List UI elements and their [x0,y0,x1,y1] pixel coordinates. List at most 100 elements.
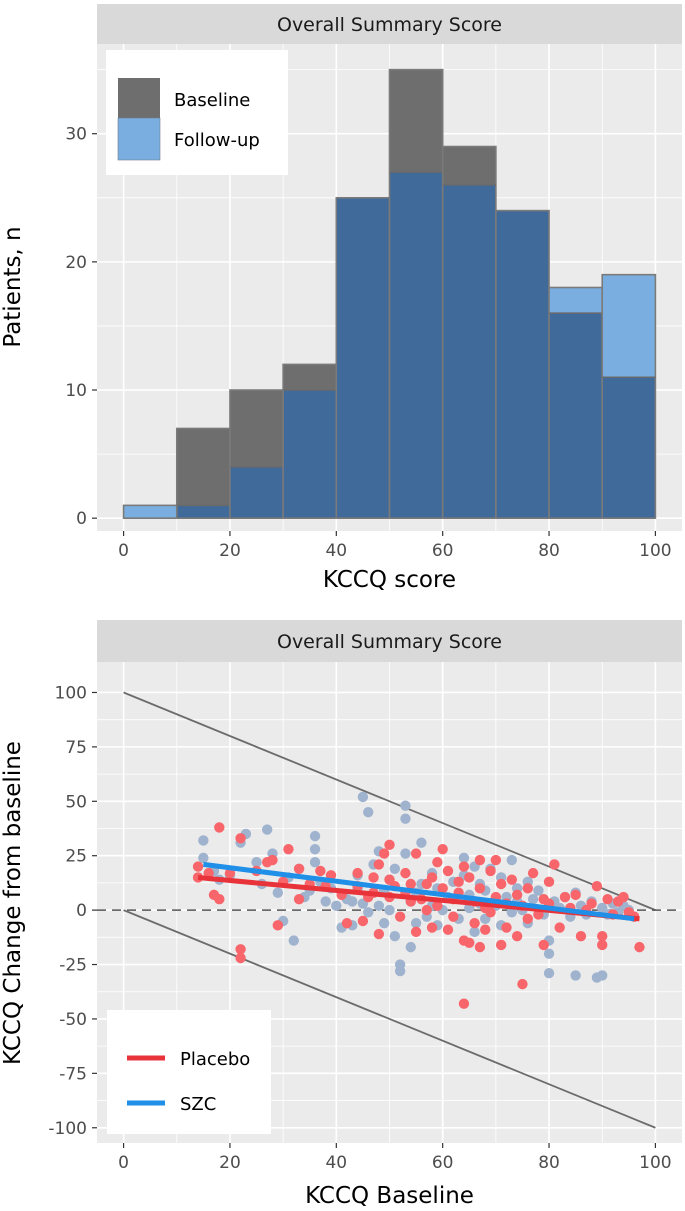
histogram-chart: Overall Summary Score 0 20 40 60 80 100 0 10 20… [0,4,682,593]
point-placebo [432,900,443,911]
point-szc [363,907,374,918]
scat-x-tick-label: 100 [639,1153,671,1173]
point-placebo [315,865,326,877]
point-placebo [464,872,475,883]
point-placebo [591,880,603,892]
point-placebo [272,920,284,931]
point-placebo [618,891,629,903]
hist-x-tick-label: 20 [219,541,241,561]
scat-x-tick-label: 0 [118,1153,129,1173]
point-placebo [511,889,523,901]
point-placebo [570,889,581,901]
scat-y-tick-label: -75 [59,1064,87,1084]
point-placebo [453,876,464,888]
point-szc [347,896,358,907]
point-placebo [485,865,496,877]
bar-overlap [495,210,550,519]
point-placebo [235,944,246,955]
point-placebo [214,894,225,905]
scatter-x-axis: 0 20 40 60 80 100 [118,1143,672,1173]
bar-baseline-excess [176,428,230,506]
scat-y-tick-label: 0 [76,901,87,921]
legend-swatch-baseline [118,78,160,120]
point-placebo [506,874,518,885]
bar-baseline-excess [389,69,443,173]
point-placebo [267,854,278,866]
point-szc [373,900,385,911]
point-placebo [192,861,204,872]
point-placebo [293,863,305,874]
point-szc [506,907,518,918]
hist-y-tick-label: 30 [65,125,87,145]
point-placebo [442,865,454,877]
bar-overlap [229,466,284,519]
bar-follow-up-excess [549,287,603,314]
point-szc [533,885,544,896]
point-szc [458,852,470,864]
point-placebo [235,952,246,964]
point-placebo [426,872,438,883]
point-placebo [554,922,565,933]
point-placebo [378,848,390,859]
scat-y-tick-label: 100 [55,683,87,703]
point-szc [570,970,581,981]
scat-x-tick-label: 20 [219,1153,241,1173]
point-placebo [352,867,363,879]
legend-label-placebo: Placebo [180,1049,250,1070]
point-szc [527,894,539,905]
point-szc [272,887,284,898]
scat-y-tick-label: -50 [59,1010,87,1030]
point-szc [309,857,321,868]
point-szc [198,835,209,846]
bar-baseline-excess [229,390,284,467]
scatter-y-axis: 100 75 50 25 0 -25 -50 -75 -100 [48,683,97,1139]
point-placebo [293,894,305,905]
point-placebo [634,941,645,953]
point-placebo [538,939,549,951]
point-szc [378,917,390,929]
point-szc [309,843,321,855]
point-placebo [214,822,225,833]
point-szc [261,824,273,835]
scatter-facet-label: Overall Summary Score [277,631,502,653]
point-placebo [495,878,507,890]
point-szc [288,935,299,946]
scatter-chart: Overall Summary Score 0 20 40 60 80 100 100 75… [0,620,682,1209]
point-placebo [373,928,385,940]
point-szc [416,837,427,848]
point-szc [309,830,321,842]
point-szc [597,970,608,981]
scatter-legend-box [107,1010,271,1134]
histogram-y-axis-title: Patients, n [0,226,26,347]
point-szc [389,863,401,874]
scat-x-tick-label: 40 [325,1153,347,1173]
scatter-facet-strip [97,620,682,662]
bar-follow-up-excess [123,505,177,519]
point-placebo [458,998,470,1009]
point-szc [405,941,416,953]
point-placebo [421,904,432,916]
point-szc [543,948,555,959]
point-placebo [464,937,475,948]
point-szc [400,800,411,811]
hist-x-tick-label: 40 [325,541,347,561]
point-placebo [480,924,491,935]
point-placebo [597,931,608,942]
point-placebo [410,848,422,859]
scat-y-tick-label: -25 [59,956,87,976]
histogram-legend: Baseline Follow-up [106,50,288,175]
legend-label-follow-up: Follow-up [174,130,260,151]
hist-y-tick-label: 20 [65,253,87,273]
point-placebo [549,859,560,870]
histogram-x-axis: 0 20 40 60 80 100 [118,531,672,561]
point-placebo [437,883,448,894]
hist-x-tick-label: 80 [538,541,560,561]
point-placebo [517,978,528,990]
point-placebo [597,939,608,951]
point-placebo [485,907,496,918]
point-placebo [527,867,539,879]
point-szc [251,857,262,868]
scatter-x-axis-title: KCCQ Baseline [305,1183,474,1209]
point-placebo [559,891,571,903]
